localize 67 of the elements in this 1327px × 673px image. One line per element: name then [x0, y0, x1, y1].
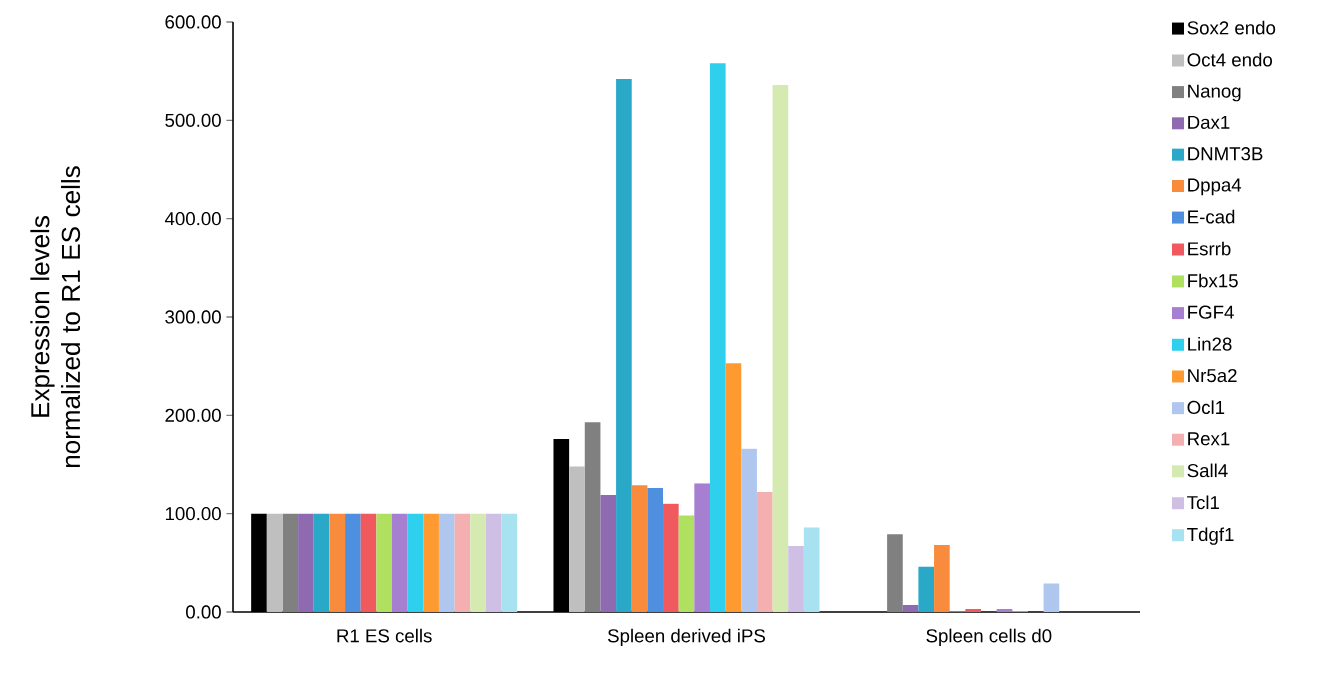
- y-tick-label: 600.00: [165, 15, 221, 29]
- legend-label: Esrrb: [1188, 241, 1231, 256]
- bar: [788, 546, 804, 612]
- legend-label: E-cad: [1188, 209, 1235, 224]
- bar: [902, 605, 919, 612]
- bar: [918, 566, 935, 612]
- bar: [485, 513, 502, 612]
- bar: [803, 527, 820, 612]
- legend-label: Tcl1: [1187, 495, 1219, 510]
- bar: [407, 513, 424, 612]
- bar: [694, 483, 710, 612]
- bar: [934, 545, 950, 612]
- bar: [376, 513, 392, 612]
- legend-label: Rex1: [1188, 432, 1230, 446]
- bar: [663, 503, 679, 612]
- bar: [616, 79, 632, 612]
- bar: [298, 513, 314, 612]
- legend-label: Sox2 endo: [1187, 20, 1276, 35]
- bar: [584, 422, 601, 612]
- bar: [329, 513, 346, 612]
- legend-label: Oct4 endo: [1187, 52, 1273, 67]
- bar: [965, 609, 982, 612]
- legend-label: Sall4: [1187, 463, 1228, 478]
- bar: [1043, 583, 1060, 612]
- bar: [360, 513, 377, 612]
- x-tick-label: Spleen derived iPS: [607, 628, 765, 647]
- legend-label: Nanog: [1188, 84, 1241, 102]
- bar: [725, 363, 742, 612]
- bar: [345, 513, 361, 612]
- bar: [600, 494, 617, 612]
- bar: [709, 63, 726, 612]
- legend-label: Tdgf1: [1187, 527, 1234, 545]
- bar: [423, 513, 439, 612]
- legend-label: Dppa4: [1188, 178, 1242, 196]
- legend-label: Lin28: [1188, 337, 1232, 351]
- x-tick-label: Spleen cells d0: [926, 628, 1052, 647]
- y-tick-label: 200.00: [165, 408, 221, 422]
- bar: [678, 515, 695, 612]
- bar: [887, 534, 903, 612]
- bar: [569, 466, 585, 612]
- bar: [392, 513, 408, 612]
- bar: [454, 513, 471, 612]
- bar: [996, 609, 1013, 612]
- legend-label: FGF4: [1188, 305, 1234, 319]
- bar: [741, 448, 757, 612]
- bar: [756, 492, 773, 612]
- bar: [282, 513, 299, 612]
- legend-label: Nr5a2: [1188, 368, 1237, 383]
- y-tick-label: 400.00: [164, 212, 221, 226]
- y-tick-label: 300.00: [165, 310, 221, 324]
- bar: [501, 513, 518, 612]
- legend-label: DNMT3B: [1188, 147, 1263, 161]
- legend-label: Fbx15: [1188, 273, 1238, 288]
- y-axis-title: Expression levels normalized to R1 ES cells: [30, 166, 81, 467]
- legend-label: Dax1: [1188, 115, 1230, 129]
- y-tick-label: 0.00: [186, 605, 221, 619]
- bar: [647, 488, 664, 612]
- legend-label: Ocl1: [1187, 400, 1225, 415]
- bar: [313, 513, 330, 612]
- bar: [772, 84, 789, 612]
- bar: [266, 513, 283, 612]
- bar: [438, 513, 455, 612]
- bar: [631, 485, 648, 612]
- y-tick-label: 500.00: [165, 113, 221, 127]
- y-tick-label: 100.00: [165, 507, 221, 521]
- bar: [470, 513, 486, 612]
- x-tick-label: R1 ES cells: [337, 628, 432, 643]
